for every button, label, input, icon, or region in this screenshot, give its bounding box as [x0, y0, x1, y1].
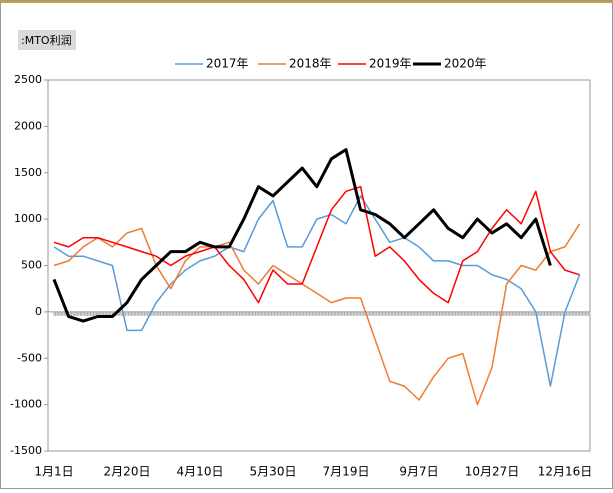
legend-label: 2019年	[369, 57, 412, 71]
y-tick-label: 1500	[14, 166, 42, 179]
y-tick-label: -1500	[10, 444, 42, 457]
y-tick-label: 0	[35, 305, 42, 318]
y-tick-label: -500	[17, 351, 42, 364]
title-box	[18, 30, 76, 50]
x-tick-label: 4月10日	[177, 465, 224, 479]
series-line	[53, 185, 580, 304]
legend-label: 2017年	[206, 57, 249, 71]
x-tick-label: 1月1日	[34, 465, 73, 479]
x-tick-label: 7月19日	[323, 465, 370, 479]
series-line	[52, 148, 552, 323]
y-tick-label: -1000	[10, 398, 42, 411]
y-tick-label: 2000	[14, 119, 42, 132]
x-tick-label: 12月16日	[538, 465, 593, 479]
y-tick-label: 500	[21, 259, 42, 272]
x-tick-label: 10月27日	[465, 465, 520, 479]
x-tick-label: 2月20日	[104, 465, 151, 479]
y-tick-label: 1000	[14, 212, 42, 225]
series-line	[53, 195, 581, 387]
legend-label: 2018年	[289, 57, 332, 71]
x-tick-label: 5月30日	[250, 465, 297, 479]
x-tick-label: 9月7日	[399, 465, 438, 479]
series-line	[53, 223, 581, 406]
y-tick-label: 2500	[14, 73, 42, 86]
legend-label: 2020年	[444, 57, 487, 71]
chart-title: :MTO利润	[21, 33, 72, 47]
